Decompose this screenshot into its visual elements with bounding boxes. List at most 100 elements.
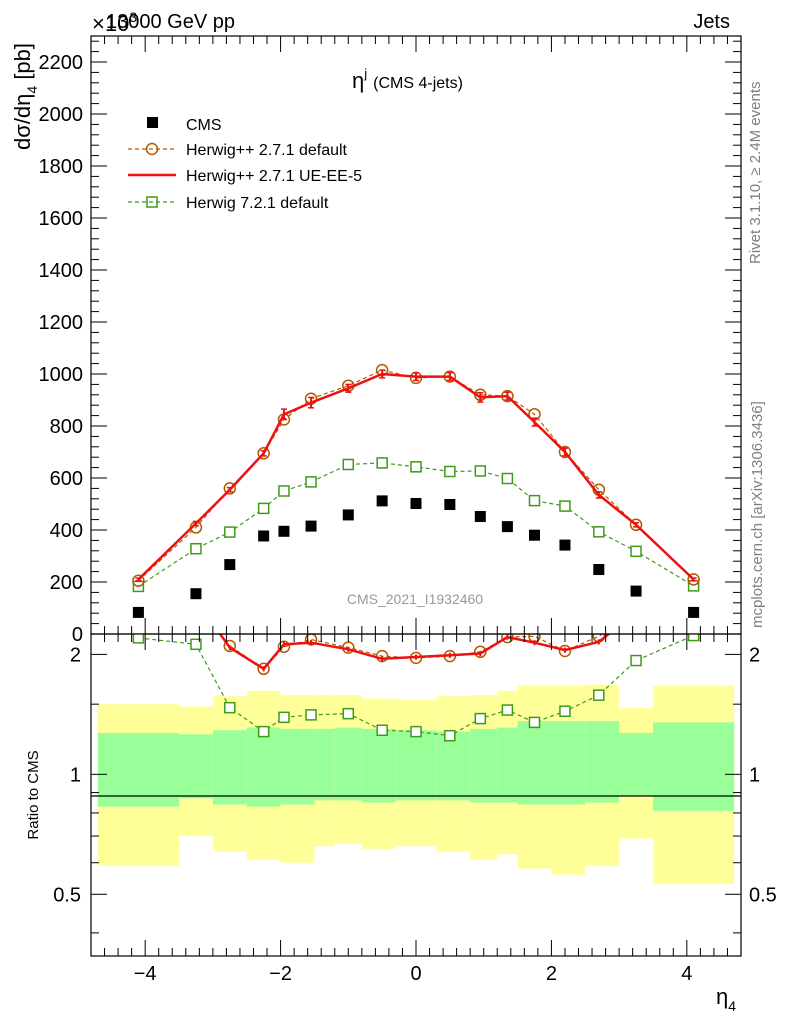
ratio-band-green <box>395 730 437 801</box>
herwig72-marker <box>224 526 236 538</box>
main-ytick-label: 400 <box>50 520 83 542</box>
cms-data-point <box>224 559 236 571</box>
main-ytick-label: 1600 <box>39 208 84 230</box>
herwig72-line <box>138 462 694 587</box>
main-ytick-label: 600 <box>50 468 83 490</box>
herwig-default-line <box>137 369 695 582</box>
ratio-band-green <box>314 728 335 801</box>
herwig72-marker <box>687 580 700 592</box>
ratio-herwig72-marker <box>257 725 270 738</box>
main-y-axis-label: dσ/dη4 [pb] <box>10 43 40 150</box>
herwig-default-marker <box>629 518 643 532</box>
main-ytick-label: 1400 <box>39 260 84 282</box>
ratio-ytick-label: 2 <box>70 644 81 666</box>
legend-herwig-default-marker <box>145 142 159 156</box>
header-left-title: 13000 GeV pp <box>106 11 235 33</box>
rivet-version-label: Rivet 3.1.10, ≥ 2.4M events <box>747 82 764 265</box>
herwig72-marker <box>444 465 456 478</box>
ratio-herwig72-marker <box>559 705 571 717</box>
ratio-ytick-label-right: 2 <box>749 644 760 666</box>
ratio-herwig72-marker <box>305 709 317 721</box>
cms-data-point <box>474 510 486 522</box>
x-tick-label: −4 <box>134 963 157 985</box>
cms-data-point <box>501 521 513 533</box>
main-ytick-label: 200 <box>50 572 83 594</box>
x-tick-label: −2 <box>269 963 292 985</box>
ratio-herwig72-marker <box>132 634 145 644</box>
herwig-default-marker <box>687 573 700 586</box>
legend: CMS Herwig++ 2.7.1 default Herwig++ 2.7.… <box>128 117 362 212</box>
ratio-band-green <box>551 721 586 805</box>
main-axis-ticks: 0 200 400 600 800 1000 1200 1400 1600 1800 2000 220… <box>39 36 741 646</box>
x-tick-label: 4 <box>681 963 692 985</box>
herwig-default-marker <box>558 445 572 459</box>
herwig72-marker <box>342 458 355 471</box>
plot-title: ηj(CMS 4-jets) <box>352 66 463 93</box>
main-ytick-label: 1800 <box>39 156 84 178</box>
ratio-herwig-default-marker <box>257 662 270 676</box>
ratio-band-green <box>361 728 396 803</box>
herwig72-marker <box>190 542 202 555</box>
ratio-y-axis-label: Ratio to CMS <box>25 750 42 839</box>
main-ytick-label: 800 <box>50 416 83 438</box>
legend-herwig72-label: Herwig 7.2.1 default <box>186 195 329 212</box>
herwig72-marker <box>528 494 541 507</box>
ratio-band-green <box>212 730 247 805</box>
ratio-band-green <box>246 727 281 807</box>
mcplots-label: mcplots.cern.ch [arXiv:1306.3436] <box>749 401 766 628</box>
ratio-band-green <box>280 728 315 805</box>
herwig72-marker <box>257 502 270 515</box>
main-data-layer <box>132 363 700 618</box>
cms-data-point <box>258 530 270 542</box>
main-ytick-label: 1200 <box>39 312 84 334</box>
ratio-band-green <box>179 734 213 799</box>
x-tick-label: 0 <box>410 963 421 985</box>
ratio-band-green <box>436 731 471 801</box>
ratio-uncertainty-bands <box>97 684 735 885</box>
ratio-herwig-default-marker <box>558 644 572 658</box>
ratio-herwig-default-marker <box>190 601 201 612</box>
ratio-band-green <box>497 727 518 803</box>
cms-data-point <box>559 539 571 551</box>
ratio-herwig72-marker <box>410 725 422 738</box>
cms-data-point <box>342 509 354 521</box>
cms-data-point <box>278 525 290 537</box>
ratio-herwig72-marker <box>342 707 355 720</box>
ratio-herwig72-marker <box>190 638 202 651</box>
herwig-ueee5-line <box>137 372 695 581</box>
herwig72-marker <box>593 526 605 538</box>
ratio-ytick-label: 0.5 <box>53 884 81 906</box>
herwig-default-marker <box>257 447 270 460</box>
cms-data-point <box>132 606 144 618</box>
cms-data-point <box>630 585 642 597</box>
analysis-watermark: CMS_2021_I1932460 <box>347 591 483 607</box>
cms-data-point <box>444 499 456 511</box>
herwig72-marker <box>559 500 571 512</box>
ratio-panel: 0.5 0.51 12 2−4 −2 0 2 4 Ratio to CMS η4 <box>25 601 777 1014</box>
herwig72-marker <box>501 472 514 485</box>
ratio-herwig72-marker <box>444 729 456 742</box>
ratio-band-green <box>97 732 180 807</box>
x-tick-label: 2 <box>546 963 557 985</box>
ratio-ytick-label: 1 <box>70 764 81 786</box>
ratio-herwig72-marker <box>528 716 541 729</box>
cms-data-point <box>528 529 540 541</box>
ratio-ytick-label-right: 1 <box>749 764 760 786</box>
ratio-herwig-default-marker <box>474 645 487 659</box>
legend-herwig-default-label: Herwig++ 2.7.1 default <box>186 142 348 159</box>
herwig72-marker <box>410 461 422 473</box>
cms-data-point <box>376 495 388 507</box>
cms-data-point <box>688 606 700 618</box>
ratio-herwig72-marker <box>278 711 290 724</box>
herwig72-marker <box>278 485 290 497</box>
cms-data-point <box>305 520 317 532</box>
legend-cms-label: CMS <box>186 117 222 134</box>
ratio-band-green <box>585 721 620 803</box>
ratio-band-green <box>619 732 653 797</box>
legend-herwig72-marker <box>146 196 158 208</box>
cms-data-point <box>593 564 605 576</box>
ratio-herwig72-marker <box>630 654 642 667</box>
legend-cms-marker <box>147 117 158 128</box>
ratio-herwig-default-marker <box>631 607 642 618</box>
